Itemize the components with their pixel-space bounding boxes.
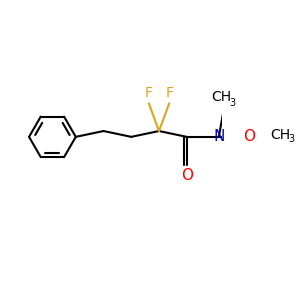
Text: CH: CH <box>270 128 290 142</box>
Text: CH: CH <box>212 90 232 104</box>
Text: F: F <box>165 86 173 100</box>
Text: F: F <box>145 86 153 100</box>
Text: N: N <box>213 129 224 144</box>
Text: O: O <box>244 129 256 144</box>
Text: 3: 3 <box>288 134 294 144</box>
Text: O: O <box>181 167 193 182</box>
Text: 3: 3 <box>230 98 236 108</box>
